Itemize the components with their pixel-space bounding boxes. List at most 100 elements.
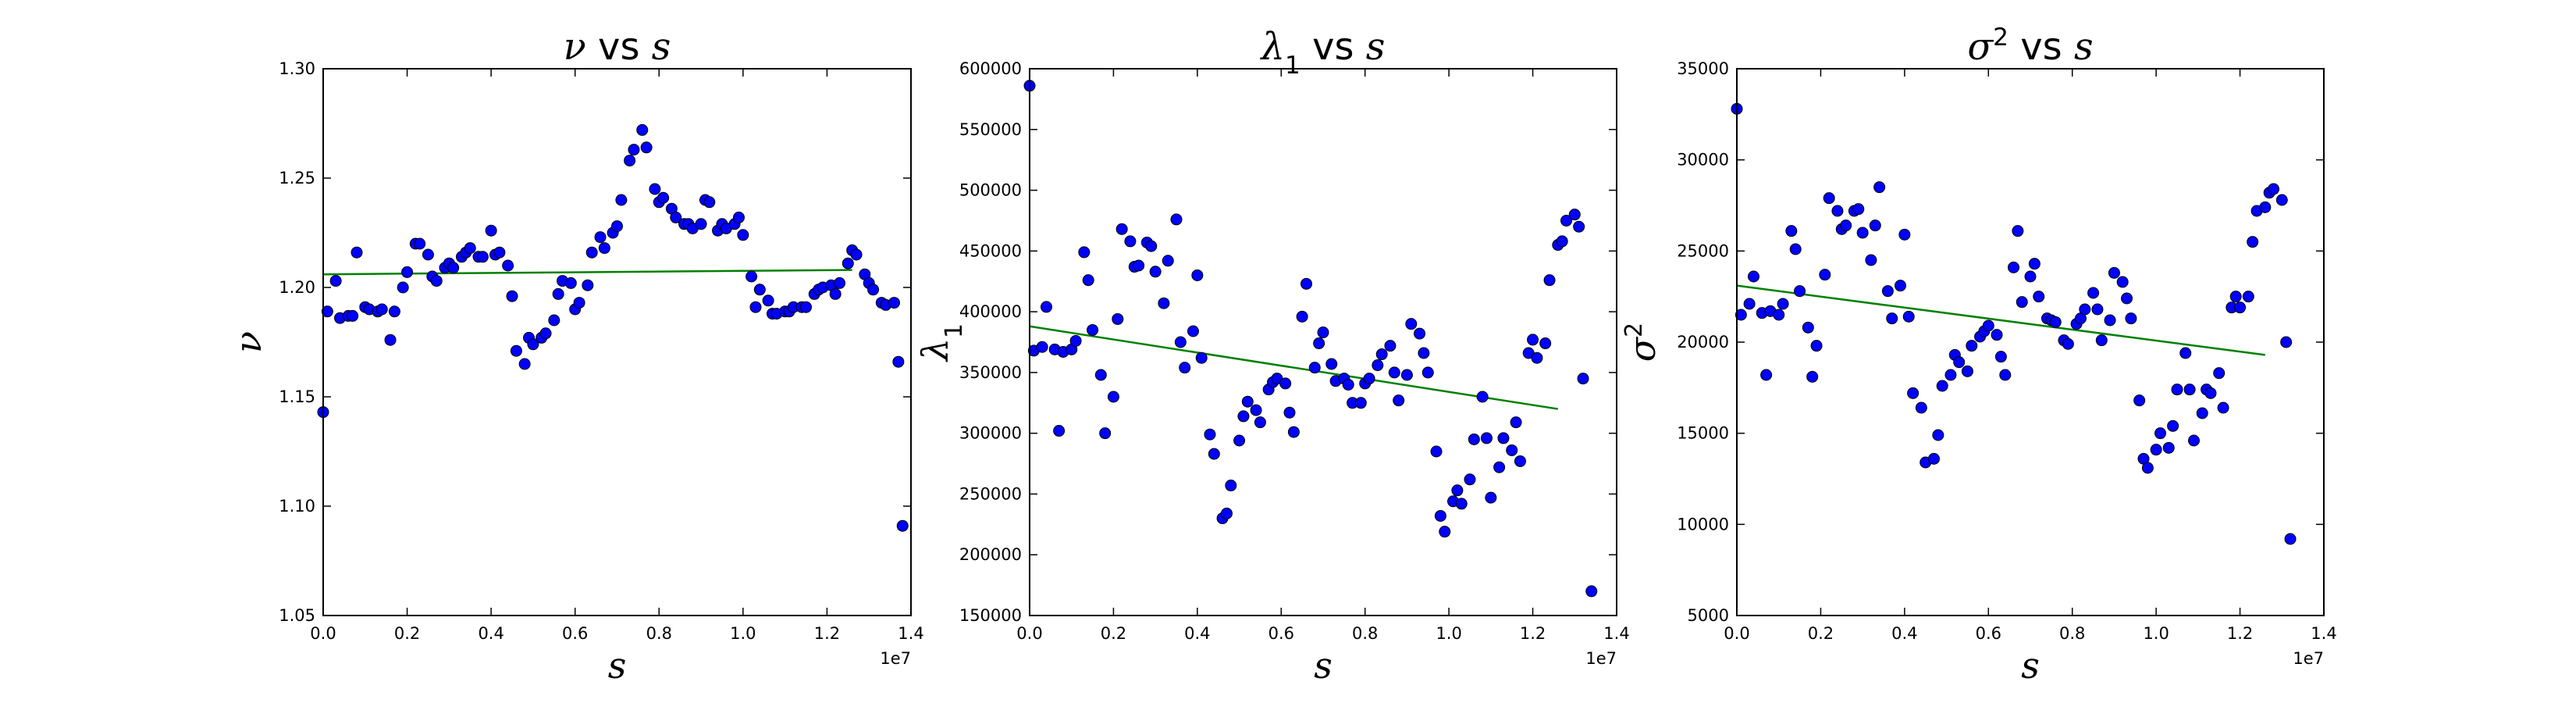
data-point: [401, 266, 414, 278]
chart-title: σ2 vs s: [1967, 23, 2093, 69]
data-point: [2091, 303, 2104, 316]
data-point: [1497, 432, 1510, 444]
data-point: [2133, 394, 2146, 407]
data-point: [1208, 448, 1220, 460]
data-point: [1819, 269, 1831, 281]
data-point: [1040, 301, 1052, 313]
data-point: [2012, 225, 2024, 237]
data-point: [1107, 391, 1119, 403]
data-point: [611, 220, 623, 233]
data-point: [703, 196, 716, 209]
y-tick-label: 300000: [959, 424, 1022, 443]
data-point: [414, 237, 426, 250]
x-tick-label: 0.0: [1724, 624, 1749, 643]
data-point: [2187, 434, 2200, 447]
data-point: [1485, 491, 1497, 504]
data-point: [2062, 337, 2074, 350]
data-point: [2095, 334, 2108, 347]
data-point: [1283, 406, 1296, 419]
x-axis-label: s: [1314, 644, 1332, 687]
data-point: [1296, 310, 1308, 323]
x-offset-label: 1e7: [880, 649, 911, 668]
data-point: [2196, 407, 2208, 419]
data-point: [2033, 291, 2045, 303]
data-point: [2247, 236, 2259, 248]
data-point: [1254, 416, 1266, 429]
data-point: [1480, 432, 1493, 444]
data-point: [1806, 370, 1819, 383]
data-point: [695, 218, 707, 230]
data-point: [1743, 298, 1756, 310]
data-point: [1162, 255, 1174, 267]
y-axis-label: λ1: [914, 323, 968, 362]
data-point: [1902, 310, 1915, 323]
data-point: [1430, 445, 1443, 458]
data-point: [1999, 369, 2012, 381]
data-point: [1078, 246, 1091, 259]
x-axis-label: s: [608, 644, 627, 687]
y-axis-label: σ2: [1621, 323, 1664, 362]
data-point: [2183, 384, 2196, 396]
y-tick-label: 1.05: [279, 606, 315, 625]
data-point: [1873, 181, 1886, 194]
data-point: [2179, 347, 2192, 359]
data-point: [1886, 312, 1898, 325]
data-point: [564, 277, 577, 289]
chart-title-vs: vs: [1300, 25, 1366, 69]
data-point: [2141, 462, 2154, 474]
data-point: [2116, 276, 2129, 288]
data-point: [1856, 227, 1869, 239]
data-point: [896, 519, 909, 532]
data-point: [1250, 404, 1262, 416]
y-tick-label: 250000: [959, 484, 1022, 503]
data-point: [2229, 291, 2242, 303]
data-point: [1405, 318, 1418, 330]
data-point: [1082, 274, 1094, 287]
x-tick-label: 0.2: [1808, 624, 1834, 643]
y-axis-label-symbol: σ: [1621, 336, 1663, 362]
y-tick-label: 30000: [1677, 151, 1729, 170]
data-point: [1372, 359, 1384, 372]
y-tick-label: 1.20: [279, 278, 315, 297]
y-tick-label: 20000: [1677, 333, 1729, 352]
data-point: [2234, 302, 2247, 314]
data-point: [422, 248, 434, 261]
data-point: [430, 275, 443, 287]
data-point: [1434, 509, 1446, 522]
data-point: [834, 277, 846, 289]
data-point: [1915, 401, 1927, 414]
data-point: [2008, 261, 2020, 273]
plot-frame: [322, 68, 912, 616]
data-point: [2275, 194, 2288, 206]
data-point: [657, 191, 670, 204]
x-tick-label: 0.8: [2059, 624, 2085, 643]
plot-frame: [1029, 68, 1617, 616]
data-point: [1158, 297, 1170, 309]
data-point: [1585, 585, 1598, 598]
data-point: [1087, 323, 1099, 336]
data-point: [753, 284, 766, 296]
data-point: [1543, 274, 1556, 287]
x-tick-label: 1.0: [2143, 624, 2169, 643]
y-axis-label: ν: [227, 331, 269, 353]
data-point: [2108, 266, 2120, 279]
data-point: [485, 224, 497, 237]
data-point: [502, 259, 514, 272]
y-tick-label: 350000: [959, 363, 1022, 382]
x-offset-label: 1e7: [1585, 649, 1617, 668]
data-point: [1388, 366, 1400, 379]
y-axis-label-symbol: ν: [227, 331, 269, 353]
data-point: [1094, 369, 1107, 381]
x-tick-label: 0.6: [1976, 624, 2001, 643]
data-point: [1375, 348, 1388, 361]
data-point: [1279, 377, 1292, 390]
data-point: [2213, 367, 2226, 380]
y-tick-label: 500000: [959, 181, 1022, 200]
data-point: [1414, 327, 1426, 340]
data-point: [1539, 337, 1552, 350]
x-tick-label: 0.0: [310, 624, 336, 643]
chart-title-vs: vs: [586, 25, 652, 69]
data-point: [1237, 410, 1250, 423]
data-point: [1115, 223, 1128, 235]
